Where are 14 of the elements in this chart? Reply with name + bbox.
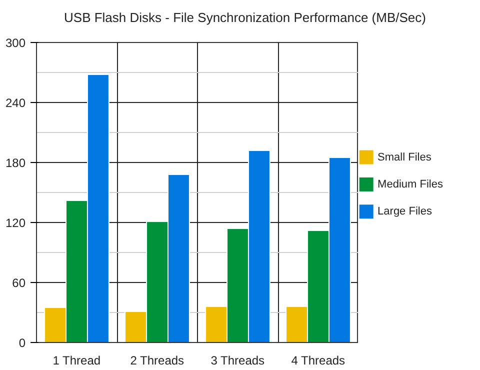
legend-label: Small Files [378,151,432,164]
y-tick-label: 120 [5,216,26,230]
x-tick-label: 2 Threads [130,354,184,368]
legend-label: Large Files [378,206,432,218]
y-tick-label: 0 [18,336,26,350]
legend-label: Medium Files [378,178,444,190]
y-tick-label: 240 [5,96,26,110]
y-tick-label: 180 [5,156,26,170]
chart-title: USB Flash Disks - File Synchronization Performance (MB/Sec) [64,9,426,27]
y-tick-label: 300 [5,36,26,50]
y-tick-label: 60 [12,276,26,290]
x-tick-label: 4 Threads [291,354,346,368]
x-tick-label: 1 Thread [52,354,101,368]
x-tick-label: 3 Threads [210,354,265,368]
